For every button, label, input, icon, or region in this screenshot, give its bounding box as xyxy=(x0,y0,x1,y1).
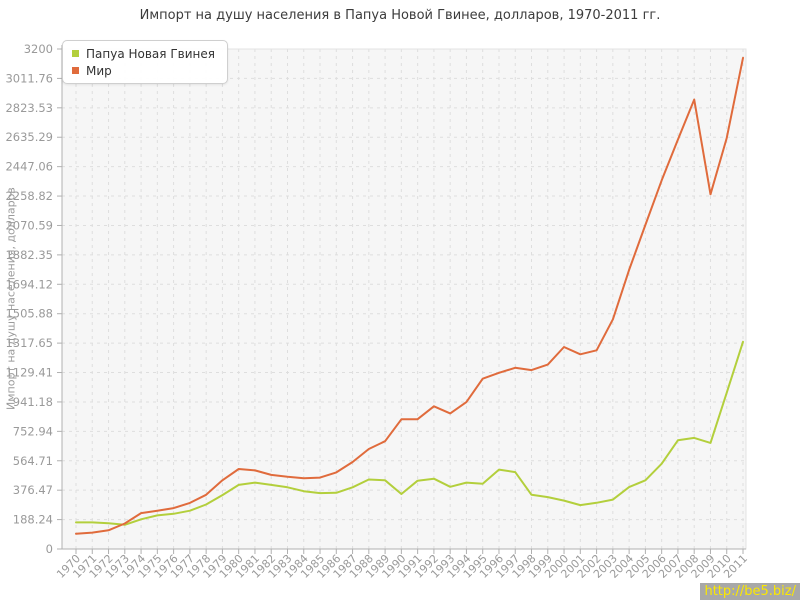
svg-text:2258.82: 2258.82 xyxy=(5,189,53,203)
svg-text:3011.76: 3011.76 xyxy=(5,71,53,85)
svg-text:941.18: 941.18 xyxy=(13,395,53,409)
svg-text:1505.88: 1505.88 xyxy=(5,307,53,321)
svg-text:3200: 3200 xyxy=(24,42,53,56)
axes xyxy=(58,45,746,550)
series-line-world xyxy=(75,56,744,535)
svg-text:376.47: 376.47 xyxy=(13,483,53,497)
svg-text:1129.41: 1129.41 xyxy=(5,366,53,380)
x-tick-labels: 1970197119721973197419751976197719781979… xyxy=(54,552,750,581)
svg-text:564.71: 564.71 xyxy=(13,454,53,468)
svg-text:2635.29: 2635.29 xyxy=(5,130,53,144)
svg-text:2070.59: 2070.59 xyxy=(5,218,53,232)
tick-marks xyxy=(57,48,744,554)
legend-label-papua: Папуа Новая Гвинея xyxy=(86,46,215,61)
legend-item-papua: Папуа Новая Гвинея xyxy=(72,45,215,62)
legend: Папуа Новая Гвинея Мир xyxy=(62,40,228,84)
svg-text:1694.12: 1694.12 xyxy=(5,277,53,291)
series-line-papua xyxy=(75,340,744,526)
svg-text:2823.53: 2823.53 xyxy=(5,101,53,115)
legend-swatch-papua-icon xyxy=(72,50,79,57)
svg-text:188.24: 188.24 xyxy=(13,513,53,527)
watermark-link[interactable]: http://be5.biz/ xyxy=(700,583,800,600)
plot-background xyxy=(62,49,746,549)
y-tick-labels: 3200 3011.76 2823.53 2635.29 2447.06 2258.82 2… xyxy=(5,42,53,556)
svg-text:1882.35: 1882.35 xyxy=(5,248,53,262)
chart-title: Импорт на душу населения в Папуа Новой Г… xyxy=(139,8,661,23)
svg-text:752.94: 752.94 xyxy=(13,424,53,438)
legend-item-world: Мир xyxy=(72,62,215,79)
svg-text:1317.65: 1317.65 xyxy=(5,336,53,350)
svg-text:2447.06: 2447.06 xyxy=(5,160,53,174)
svg-text:0: 0 xyxy=(46,542,53,556)
legend-swatch-world-icon xyxy=(72,67,79,74)
legend-label-world: Мир xyxy=(86,63,112,78)
